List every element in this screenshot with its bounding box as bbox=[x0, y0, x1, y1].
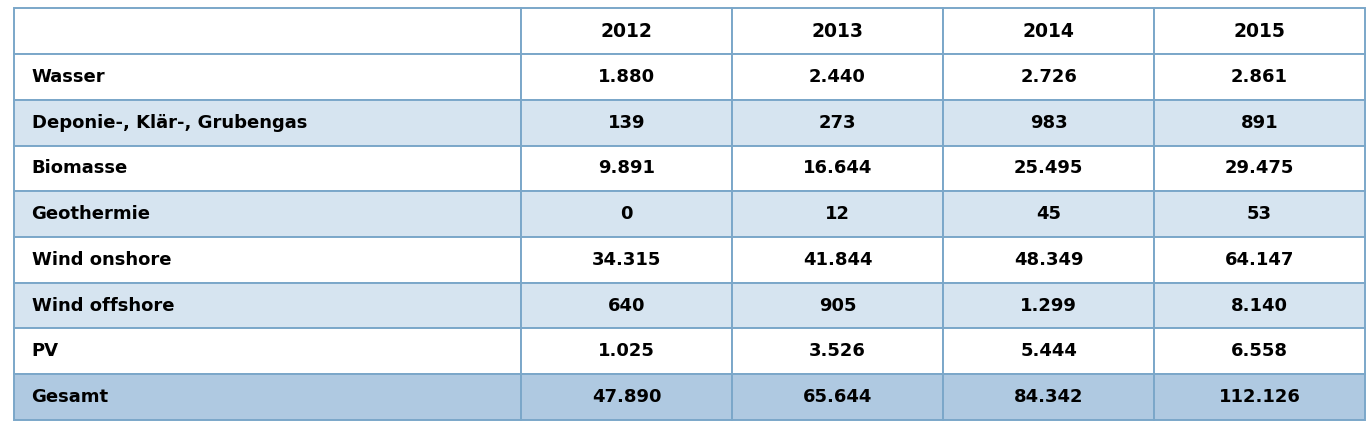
Text: 2015: 2015 bbox=[1233, 22, 1286, 41]
Bar bbox=[14, 54, 521, 100]
Text: Geothermie: Geothermie bbox=[32, 205, 151, 223]
Bar bbox=[14, 100, 521, 145]
Text: 1.880: 1.880 bbox=[598, 68, 654, 86]
Bar bbox=[733, 237, 943, 283]
Text: 6.558: 6.558 bbox=[1231, 342, 1288, 360]
Text: 139: 139 bbox=[608, 114, 645, 132]
Text: Biomasse: Biomasse bbox=[32, 159, 128, 177]
Text: 34.315: 34.315 bbox=[591, 251, 661, 269]
Text: 65.644: 65.644 bbox=[803, 388, 873, 406]
Text: 16.644: 16.644 bbox=[803, 159, 873, 177]
Bar bbox=[943, 283, 1154, 328]
Bar bbox=[1154, 8, 1365, 54]
Text: 64.147: 64.147 bbox=[1225, 251, 1294, 269]
Text: 1.299: 1.299 bbox=[1021, 296, 1077, 315]
Bar bbox=[14, 237, 521, 283]
Text: Wind onshore: Wind onshore bbox=[32, 251, 172, 269]
Bar bbox=[1154, 100, 1365, 145]
Bar bbox=[521, 100, 733, 145]
Text: 273: 273 bbox=[819, 114, 856, 132]
Text: PV: PV bbox=[32, 342, 59, 360]
Bar bbox=[14, 145, 521, 191]
Bar bbox=[733, 191, 943, 237]
Text: Wind offshore: Wind offshore bbox=[32, 296, 174, 315]
Bar bbox=[943, 8, 1154, 54]
Text: 2014: 2014 bbox=[1022, 22, 1074, 41]
Text: 2.726: 2.726 bbox=[1021, 68, 1077, 86]
Text: 53: 53 bbox=[1247, 205, 1272, 223]
Bar bbox=[943, 328, 1154, 374]
Bar bbox=[521, 145, 733, 191]
Bar bbox=[521, 237, 733, 283]
Bar bbox=[733, 328, 943, 374]
Bar bbox=[521, 191, 733, 237]
Bar bbox=[943, 237, 1154, 283]
Text: 0: 0 bbox=[620, 205, 632, 223]
Text: 112.126: 112.126 bbox=[1218, 388, 1301, 406]
Bar bbox=[733, 283, 943, 328]
Bar bbox=[14, 8, 521, 54]
Text: Deponie-, Klär-, Grubengas: Deponie-, Klär-, Grubengas bbox=[32, 114, 307, 132]
Text: 905: 905 bbox=[819, 296, 856, 315]
Text: 29.475: 29.475 bbox=[1225, 159, 1294, 177]
Text: 2.440: 2.440 bbox=[809, 68, 866, 86]
Bar bbox=[1154, 283, 1365, 328]
Bar bbox=[943, 100, 1154, 145]
Text: 2012: 2012 bbox=[601, 22, 653, 41]
Bar bbox=[521, 328, 733, 374]
Text: 5.444: 5.444 bbox=[1021, 342, 1077, 360]
Bar bbox=[14, 374, 521, 420]
Bar bbox=[943, 191, 1154, 237]
Text: 891: 891 bbox=[1240, 114, 1279, 132]
Text: 983: 983 bbox=[1030, 114, 1067, 132]
Bar bbox=[14, 283, 521, 328]
Bar bbox=[521, 283, 733, 328]
Bar bbox=[943, 54, 1154, 100]
Bar bbox=[733, 100, 943, 145]
Bar bbox=[1154, 374, 1365, 420]
Bar bbox=[1154, 145, 1365, 191]
Text: 2.861: 2.861 bbox=[1231, 68, 1288, 86]
Bar bbox=[733, 374, 943, 420]
Text: 1.025: 1.025 bbox=[598, 342, 654, 360]
Text: 2013: 2013 bbox=[812, 22, 863, 41]
Text: 3.526: 3.526 bbox=[809, 342, 866, 360]
Text: 25.495: 25.495 bbox=[1014, 159, 1084, 177]
Text: 9.891: 9.891 bbox=[598, 159, 654, 177]
Bar bbox=[733, 8, 943, 54]
Bar bbox=[521, 8, 733, 54]
Text: 48.349: 48.349 bbox=[1014, 251, 1084, 269]
Bar bbox=[1154, 328, 1365, 374]
Text: 640: 640 bbox=[608, 296, 645, 315]
Bar bbox=[521, 54, 733, 100]
Text: Gesamt: Gesamt bbox=[32, 388, 108, 406]
Bar bbox=[14, 328, 521, 374]
Text: Wasser: Wasser bbox=[32, 68, 106, 86]
Text: 41.844: 41.844 bbox=[803, 251, 873, 269]
Bar bbox=[1154, 191, 1365, 237]
Bar bbox=[1154, 237, 1365, 283]
Bar bbox=[733, 145, 943, 191]
Bar bbox=[521, 374, 733, 420]
Bar bbox=[14, 191, 521, 237]
Text: 84.342: 84.342 bbox=[1014, 388, 1084, 406]
Text: 45: 45 bbox=[1036, 205, 1061, 223]
Bar bbox=[943, 145, 1154, 191]
Text: 8.140: 8.140 bbox=[1231, 296, 1288, 315]
Bar bbox=[1154, 54, 1365, 100]
Bar bbox=[733, 54, 943, 100]
Text: 47.890: 47.890 bbox=[591, 388, 661, 406]
Text: 12: 12 bbox=[825, 205, 851, 223]
Bar bbox=[943, 374, 1154, 420]
